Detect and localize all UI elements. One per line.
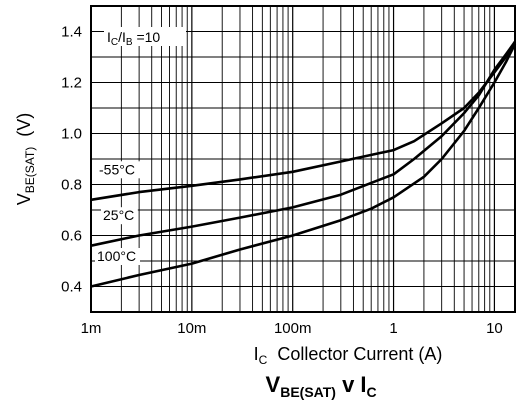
condition-b-sub: B [126,37,133,48]
series-label-bg [97,161,142,179]
condition-sep: /I [118,29,126,45]
series-label-minus55c: -55°C [99,161,135,177]
x-axis-title-main: I [254,344,259,364]
series-label-100c: 100°C [97,248,136,264]
x-axis-title: IC Collector Current (A) [229,344,458,367]
grid [90,5,515,313]
series-line-100c [90,43,517,288]
series-label-25c: 25°C [103,207,134,223]
y-axis-title-sub: BE(SAT) [23,147,37,193]
y-tick-label: 1.4 [61,24,82,41]
chart-title-mid-sub: C [367,384,377,400]
chart-title-main-sub: BE(SAT) [280,384,336,400]
x-tick-label: 1 [389,320,397,337]
series-labels: -55°C 25°C 100°C [95,161,142,265]
x-tick-label: 10m [177,320,206,337]
chart-title-main: V [266,372,281,397]
condition-rest: =10 [133,29,161,45]
y-axis-title-main: V [14,193,34,205]
y-tick-label: 1.0 [61,126,82,143]
y-tick-labels: 0.4 0.6 0.8 1.0 1.2 1.4 [61,24,82,296]
y-tick-label: 1.2 [61,75,82,92]
series-label-bg [101,207,138,225]
y-axis-title: VBE(SAT) (V) [14,113,37,205]
x-tick-label: 10 [486,320,503,337]
x-tick-label: 100m [274,320,312,337]
x-tick-labels: 1m 10m 100m 1 10 [81,320,503,337]
chart-title-mid: v I [336,372,367,397]
series-lines [90,40,517,288]
x-axis-title-sub: C [259,353,268,367]
series-line-minus55c [90,41,517,202]
chart-title: VBE(SAT) v IC [235,372,395,402]
condition-a-sub: C [111,37,118,48]
x-axis-title-rest: Collector Current (A) [267,344,442,364]
condition-box [104,27,186,46]
series-line-25c [90,40,517,247]
series-label-bg [95,248,140,265]
condition-a: I [107,29,111,45]
condition-label: IC/IB =10 [107,29,160,48]
y-tick-label: 0.8 [61,177,82,194]
plot-frame [90,5,516,313]
x-tick-label: 1m [81,320,102,337]
y-tick-label: 0.4 [61,279,82,296]
y-axis-title-unit: (V) [14,113,34,147]
y-tick-label: 0.6 [61,228,82,245]
